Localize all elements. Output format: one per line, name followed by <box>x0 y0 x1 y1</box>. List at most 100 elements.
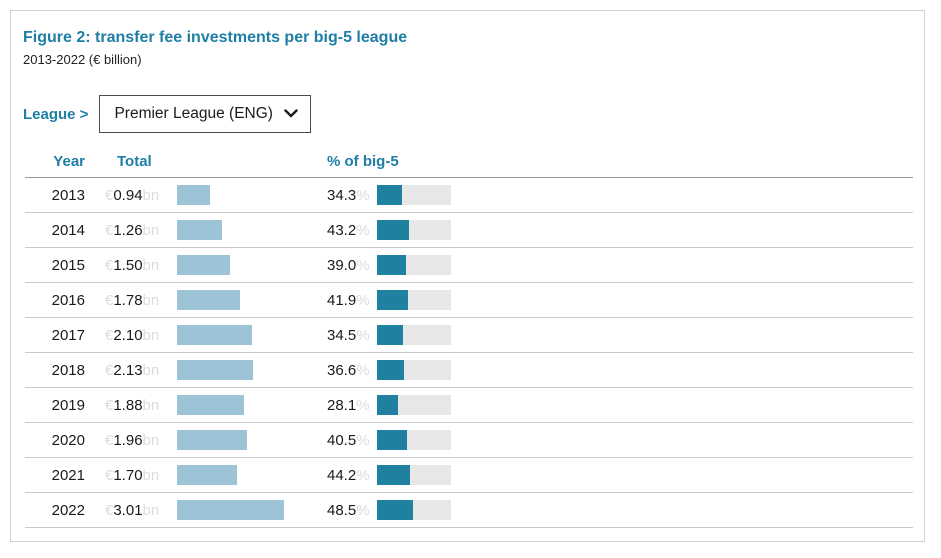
billion-suffix: bn <box>142 396 160 414</box>
pct-cell: 40.5% <box>327 432 377 449</box>
col-header-year: Year <box>53 152 85 170</box>
pct-bar <box>377 220 409 240</box>
pct-cell: 36.6% <box>327 362 377 379</box>
year-cell: 2013 <box>51 186 85 204</box>
pct-bar <box>377 325 403 345</box>
chevron-down-icon <box>284 105 299 123</box>
pct-cell: 34.5% <box>327 327 377 344</box>
percent-suffix: % <box>356 221 370 239</box>
year-cell: 2019 <box>51 396 85 414</box>
total-bar-cell <box>177 353 327 387</box>
col-header-pct-of-big5: % of big-5 <box>327 152 399 170</box>
billion-suffix: bn <box>142 186 160 204</box>
currency-prefix: € <box>105 186 114 204</box>
billion-suffix: bn <box>142 221 160 239</box>
total-bar <box>177 220 222 240</box>
total-bar <box>177 185 211 205</box>
pct-value: 34.3 <box>327 186 357 204</box>
pct-bar-track <box>377 185 451 205</box>
pct-bar-track <box>377 395 451 415</box>
pct-bar-track <box>377 500 451 520</box>
pct-bar-track <box>377 430 451 450</box>
table-row: 2018 €2.13bn 36.6% <box>25 353 913 388</box>
pct-cell: 39.0% <box>327 257 377 274</box>
pct-bar <box>377 360 405 380</box>
total-cell: €0.94bn <box>85 187 177 204</box>
total-value: 2.13 <box>113 361 143 379</box>
currency-prefix: € <box>105 221 114 239</box>
league-select[interactable]: Premier League (ENG) <box>99 95 312 133</box>
total-cell: €1.70bn <box>85 467 177 484</box>
pct-value: 41.9 <box>327 291 357 309</box>
billion-suffix: bn <box>142 361 160 379</box>
year-cell: 2018 <box>51 361 85 379</box>
year-cell: 2021 <box>51 466 85 484</box>
pct-bar <box>377 395 398 415</box>
total-value: 1.70 <box>113 466 143 484</box>
pct-bar-track <box>377 465 451 485</box>
pct-cell: 28.1% <box>327 397 377 414</box>
table-row: 2020 €1.96bn 40.5% <box>25 423 913 458</box>
billion-suffix: bn <box>142 256 160 274</box>
pct-value: 36.6 <box>327 361 357 379</box>
billion-suffix: bn <box>142 291 160 309</box>
total-cell: €2.13bn <box>85 362 177 379</box>
percent-suffix: % <box>356 466 370 484</box>
table-body: 2013 €0.94bn 34.3% 2014 €1.26bn 43.2% 20… <box>25 178 913 528</box>
pct-bar-track <box>377 360 451 380</box>
pct-bar <box>377 500 413 520</box>
figure-subtitle: 2013-2022 (€ billion) <box>23 52 142 67</box>
total-bar-cell <box>177 213 327 247</box>
pct-cell: 44.2% <box>327 467 377 484</box>
pct-value: 40.5 <box>327 431 357 449</box>
total-bar <box>177 255 231 275</box>
total-bar <box>177 465 238 485</box>
pct-bar <box>377 465 410 485</box>
billion-suffix: bn <box>142 466 160 484</box>
pct-value: 48.5 <box>327 501 357 519</box>
pct-bar <box>377 290 408 310</box>
table-row: 2013 €0.94bn 34.3% <box>25 178 913 213</box>
table-row: 2022 €3.01bn 48.5% <box>25 493 913 528</box>
pct-value: 44.2 <box>327 466 357 484</box>
total-cell: €1.96bn <box>85 432 177 449</box>
percent-suffix: % <box>356 256 370 274</box>
table-row: 2016 €1.78bn 41.9% <box>25 283 913 318</box>
total-bar-cell <box>177 248 327 282</box>
table-row: 2019 €1.88bn 28.1% <box>25 388 913 423</box>
currency-prefix: € <box>105 326 114 344</box>
col-header-total: Total <box>117 152 152 170</box>
total-cell: €3.01bn <box>85 502 177 519</box>
total-cell: €1.88bn <box>85 397 177 414</box>
currency-prefix: € <box>105 256 114 274</box>
league-filter-row: League > Premier League (ENG) <box>23 95 924 133</box>
total-bar-cell <box>177 318 327 352</box>
pct-cell: 34.3% <box>327 187 377 204</box>
pct-cell: 41.9% <box>327 292 377 309</box>
total-bar-cell <box>177 493 327 527</box>
percent-suffix: % <box>356 396 370 414</box>
year-cell: 2017 <box>51 326 85 344</box>
percent-suffix: % <box>356 326 370 344</box>
total-value: 1.96 <box>113 431 143 449</box>
currency-prefix: € <box>105 361 114 379</box>
currency-prefix: € <box>105 501 114 519</box>
table-header-row: Year Total % of big-5 <box>25 145 913 178</box>
table-row: 2015 €1.50bn 39.0% <box>25 248 913 283</box>
total-value: 1.88 <box>113 396 143 414</box>
total-bar <box>177 430 247 450</box>
total-value: 2.10 <box>113 326 143 344</box>
total-bar <box>177 290 241 310</box>
total-bar-cell <box>177 178 327 212</box>
total-bar <box>177 395 244 415</box>
total-bar-cell <box>177 423 327 457</box>
pct-value: 43.2 <box>327 221 357 239</box>
year-cell: 2020 <box>51 431 85 449</box>
total-value: 1.78 <box>113 291 143 309</box>
pct-bar-track <box>377 255 451 275</box>
table-row: 2021 €1.70bn 44.2% <box>25 458 913 493</box>
total-cell: €2.10bn <box>85 327 177 344</box>
percent-suffix: % <box>356 501 370 519</box>
total-bar <box>177 325 252 345</box>
